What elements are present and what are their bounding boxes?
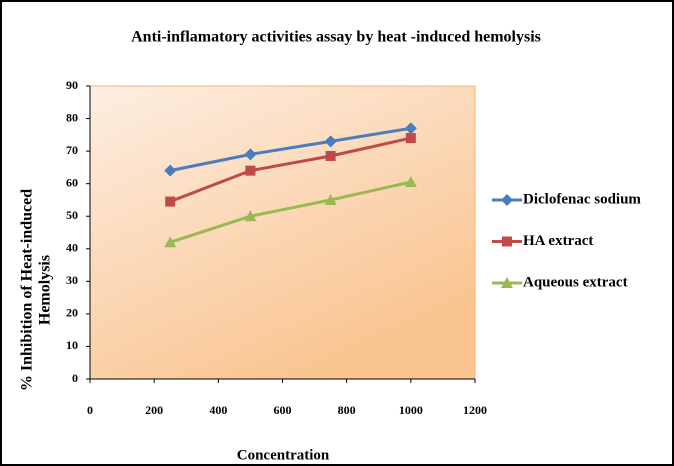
x-tick-label: 0: [87, 403, 93, 417]
marker: [165, 196, 176, 207]
marker: [164, 236, 177, 248]
x-tick-label: 200: [145, 403, 163, 417]
chart-title: Anti-inflamatory activities assay by hea…: [131, 29, 541, 46]
legend-marker: [501, 194, 513, 206]
series-line: [169, 180, 412, 244]
plot-area: [89, 85, 476, 380]
marker: [404, 176, 417, 188]
series-line: [169, 136, 412, 203]
marker: [324, 135, 337, 148]
y-tick-label: 10: [66, 338, 78, 352]
y-tick-label: 70: [66, 143, 78, 157]
legend-marker: [502, 236, 512, 247]
x-tick-label: 1200: [463, 403, 487, 417]
x-tick-label: 400: [209, 403, 227, 417]
y-tick-label: 50: [66, 208, 78, 222]
marker: [164, 164, 177, 177]
y-tick-label: 30: [66, 273, 78, 287]
marker: [244, 210, 257, 222]
marker: [245, 165, 256, 176]
marker: [325, 150, 336, 161]
legend-label: Diclofenac sodium: [523, 191, 641, 207]
y-axis-label: % Inhibition of Heat-induced Hemolysis: [19, 189, 54, 391]
x-tick-label: 1000: [399, 403, 423, 417]
series-line: [169, 126, 412, 173]
y-tick-label: 20: [66, 306, 78, 320]
y-tick-label: 90: [66, 78, 78, 92]
marker: [405, 133, 416, 144]
y-axis-label-line: % Inhibition of Heat-induced: [19, 189, 36, 391]
x-tick-label: 600: [274, 403, 292, 417]
marker: [404, 122, 417, 135]
marker: [244, 148, 257, 161]
x-tick-label: 800: [338, 403, 356, 417]
y-axis-label-line: Hemolysis: [37, 255, 54, 325]
y-tick-label: 0: [72, 371, 78, 385]
legend-marker: [501, 277, 513, 288]
x-axis-label: Concentration: [237, 447, 330, 463]
y-tick-label: 80: [66, 110, 78, 124]
legend-label: HA extract: [523, 233, 593, 249]
legend-label: Aqueous extract: [523, 274, 628, 290]
y-tick-label: 60: [66, 175, 78, 189]
marker: [324, 193, 337, 205]
y-tick-label: 40: [66, 241, 78, 255]
